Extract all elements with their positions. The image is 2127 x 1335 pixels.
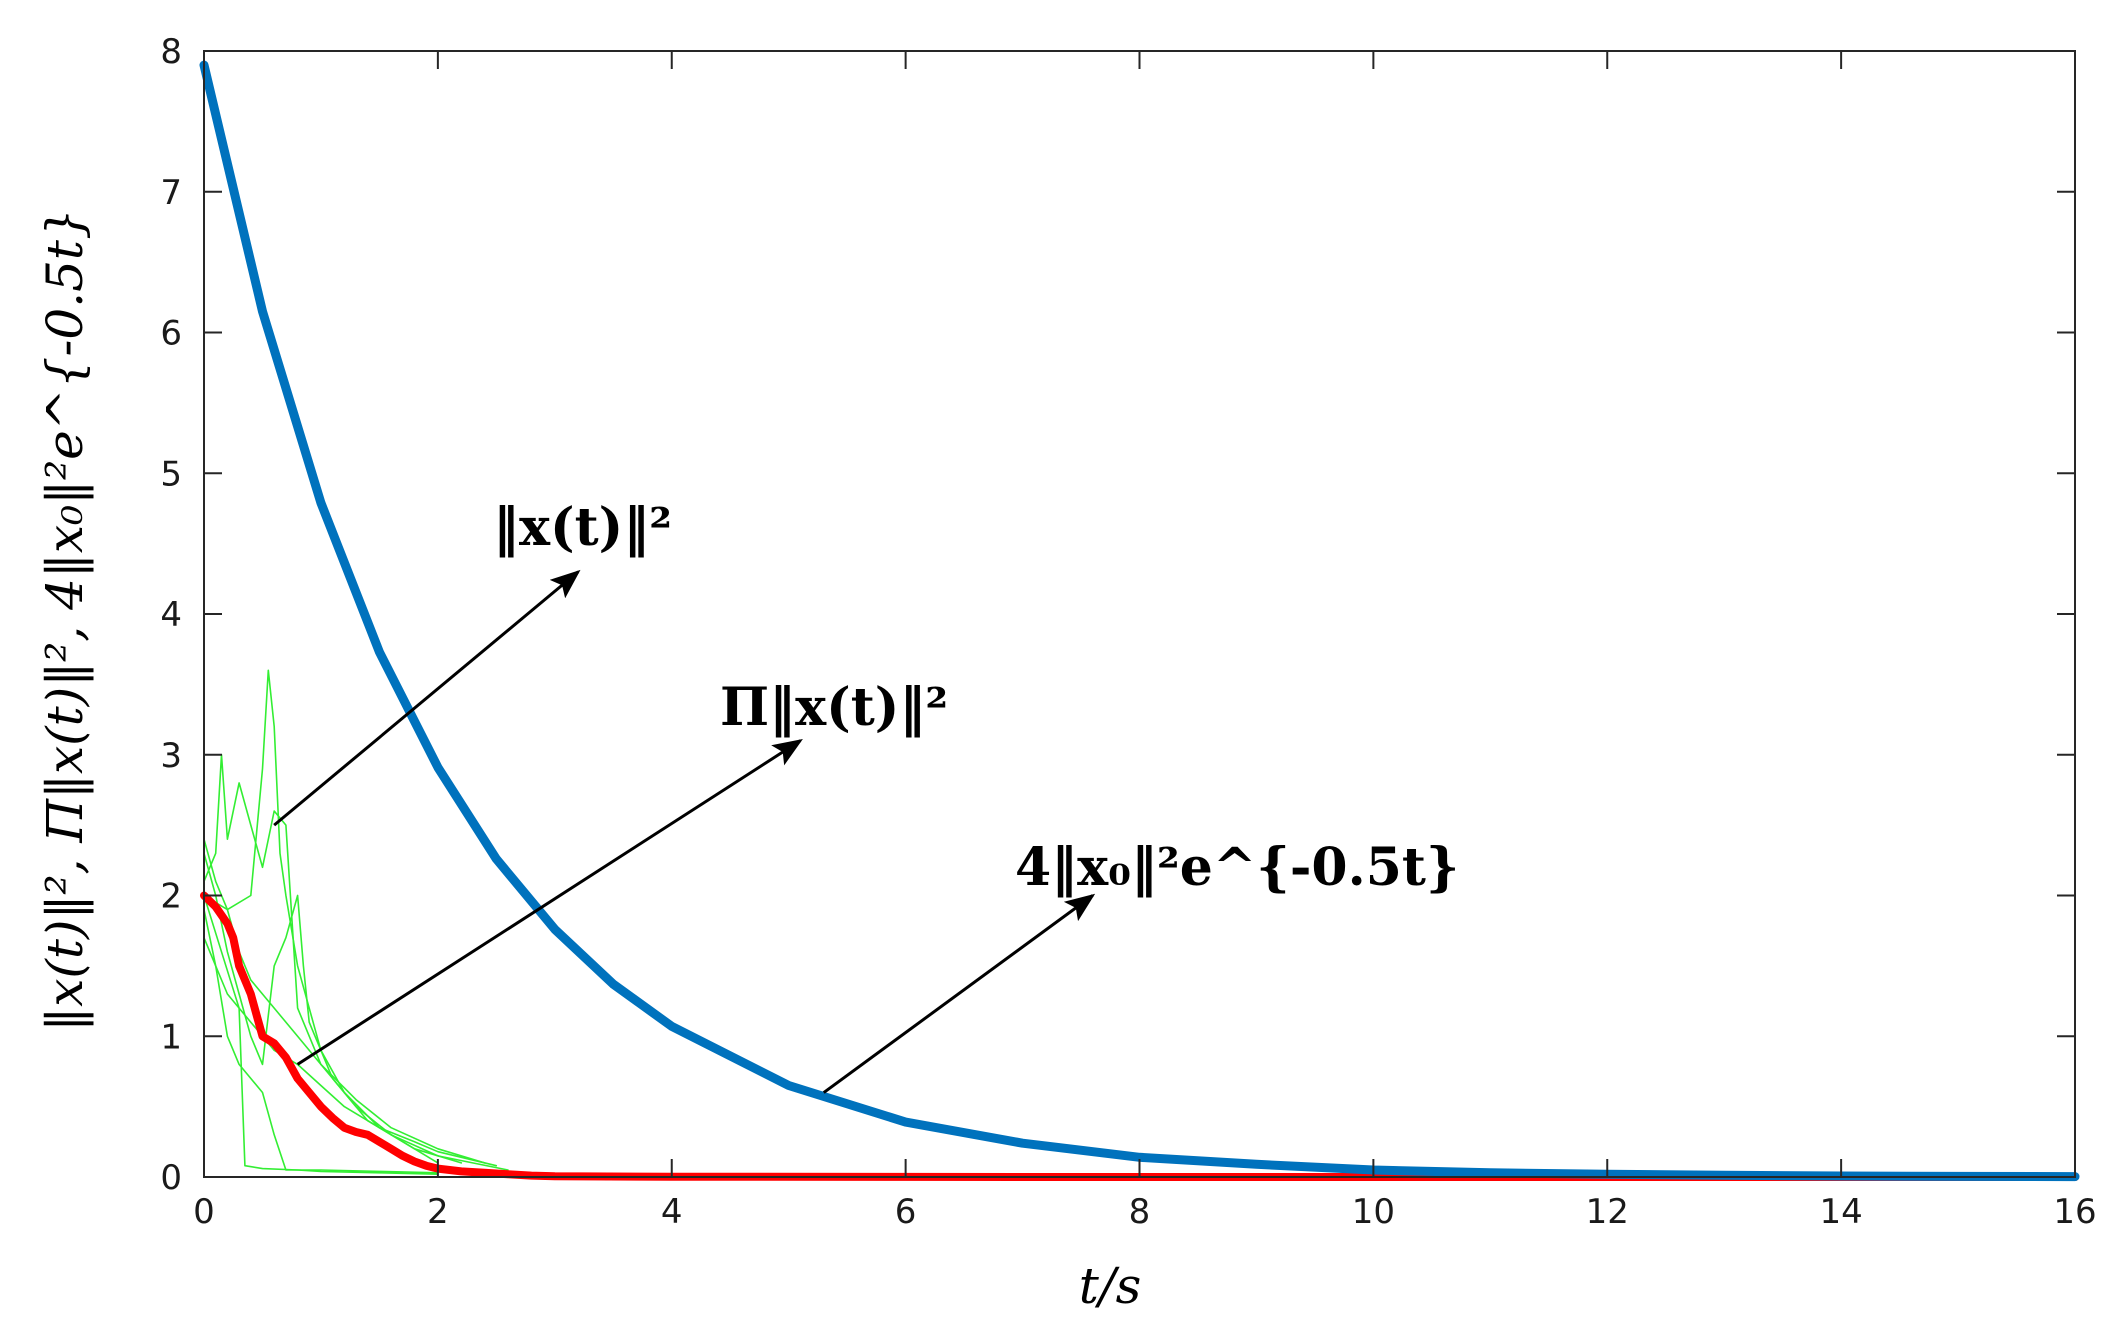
y-tick-label-8: 8	[160, 32, 182, 72]
annotation-arrow-0	[273, 569, 581, 827]
annotation-label-pi-x-norm: Π‖x(t)‖²	[720, 677, 948, 738]
annotation-arrows	[273, 569, 1096, 1094]
annotation-arrow-2	[822, 893, 1096, 1094]
y-tick-label-2: 2	[160, 877, 182, 917]
y-tick-label-1: 1	[160, 1017, 182, 1057]
series-line-8	[203, 838, 486, 1164]
y-tick-label-0: 0	[160, 1158, 182, 1198]
plot-area-frame	[203, 50, 2076, 1178]
x-tick-label-2: 2	[427, 1192, 449, 1232]
x-tick-label-14: 14	[1819, 1192, 1862, 1232]
y-tick-label-6: 6	[160, 314, 182, 354]
series-line-2	[203, 754, 509, 1171]
x-tick-label-6: 6	[895, 1192, 917, 1232]
x-tick-label-8: 8	[1129, 1192, 1151, 1232]
series-line-7	[203, 908, 439, 1175]
annotation-arrow-1	[296, 739, 803, 1066]
y-tick-label-5: 5	[160, 454, 182, 494]
series-line-1	[200, 891, 2079, 1181]
annotation-label-x-norm: ‖x(t)‖²	[493, 497, 672, 558]
x-tick-label-10: 10	[1352, 1192, 1395, 1232]
series-layer	[199, 60, 2080, 1182]
x-tick-label-4: 4	[661, 1192, 683, 1232]
series-line-4	[203, 852, 463, 1164]
y-axis-label: ‖x(t)‖², Π‖x(t)‖², 4‖x₀‖²e^{-0.5t}	[36, 208, 94, 1032]
x-tick-label-12: 12	[1586, 1192, 1629, 1232]
x-axis-label: t/s	[1079, 1257, 1142, 1315]
series-line-5	[203, 894, 439, 1174]
series-line-0	[199, 60, 2080, 1182]
annotation-label-exp-bound: 4‖x₀‖²e^{-0.5t}	[1015, 837, 1459, 898]
series-line-3	[203, 669, 439, 1164]
x-tick-label-16: 16	[2053, 1192, 2096, 1232]
y-tick-label-3: 3	[160, 736, 182, 776]
y-tick-label-4: 4	[160, 595, 182, 635]
y-tick-label-7: 7	[160, 173, 182, 213]
x-tick-label-0: 0	[193, 1192, 215, 1232]
